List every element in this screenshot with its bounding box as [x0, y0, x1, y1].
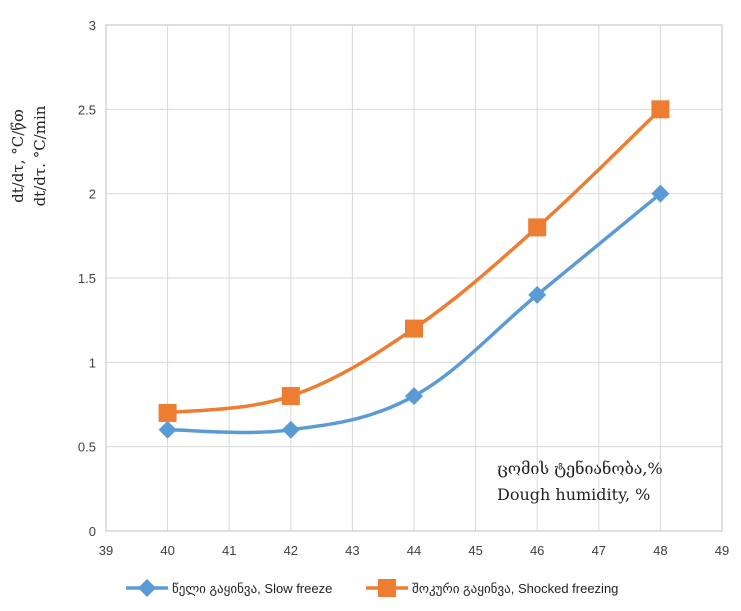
data-point-series-2-42 — [281, 387, 300, 406]
x-axis-annotation-line-2: Dough humidity, % — [497, 485, 650, 504]
y-tick-label: 0.5 — [78, 440, 96, 455]
x-tick-label: 44 — [407, 543, 421, 558]
data-point-series-1-40 — [158, 420, 177, 439]
data-point-series-1-48 — [651, 184, 670, 203]
y-axis-label-line-1: dt/dτ, °C/წთ — [9, 109, 27, 203]
plot-area-frame — [105, 24, 723, 532]
y-tick-label: 2 — [89, 187, 96, 202]
x-tick-label: 43 — [345, 543, 359, 558]
legend-label-1: წელი გაყინვა, Slow freeze — [172, 581, 332, 596]
y-tick-label: 1.5 — [78, 271, 96, 286]
x-axis-ticks: 39 40 41 42 43 44 45 46 47 48 49 — [99, 543, 729, 558]
y-tick-label: 1 — [89, 355, 96, 370]
y-axis-label-line-2: dt/dτ. °C/min — [31, 105, 49, 206]
x-tick-label: 47 — [592, 543, 606, 558]
y-tick-label: 3 — [89, 18, 96, 33]
x-tick-label: 49 — [715, 543, 729, 558]
legend-label-2: შოკური გაყინვა, Shocked freezing — [412, 581, 618, 596]
x-axis-annotation-line-1: ცომის ტენიანობა,% — [497, 459, 663, 478]
x-tick-label: 41 — [222, 543, 236, 558]
data-point-series-1-44 — [405, 387, 423, 406]
legend: წელი გაყინვა, Slow freeze შოკური გაყინვა,… — [126, 579, 618, 597]
x-tick-label: 40 — [160, 543, 174, 558]
x-tick-label: 46 — [530, 543, 544, 558]
data-point-series-2-44 — [405, 319, 423, 338]
x-tick-label: 39 — [99, 543, 113, 558]
series-markers — [158, 100, 670, 439]
legend-marker-1 — [138, 579, 156, 597]
data-point-series-2-46 — [528, 218, 547, 237]
y-tick-label: 0 — [89, 524, 96, 539]
x-tick-label: 42 — [284, 543, 298, 558]
x-tick-label: 45 — [468, 543, 482, 558]
legend-marker-2 — [378, 579, 396, 597]
data-point-series-1-42 — [281, 420, 300, 439]
y-axis-ticks: 0 0.5 1 1.5 2 2.5 3 — [78, 18, 96, 539]
data-point-series-2-48 — [651, 100, 670, 119]
x-tick-label: 48 — [653, 543, 667, 558]
data-point-series-2-40 — [158, 403, 177, 422]
y-tick-label: 2.5 — [78, 102, 96, 117]
grid — [105, 24, 723, 532]
data-point-series-1-46 — [528, 285, 547, 304]
